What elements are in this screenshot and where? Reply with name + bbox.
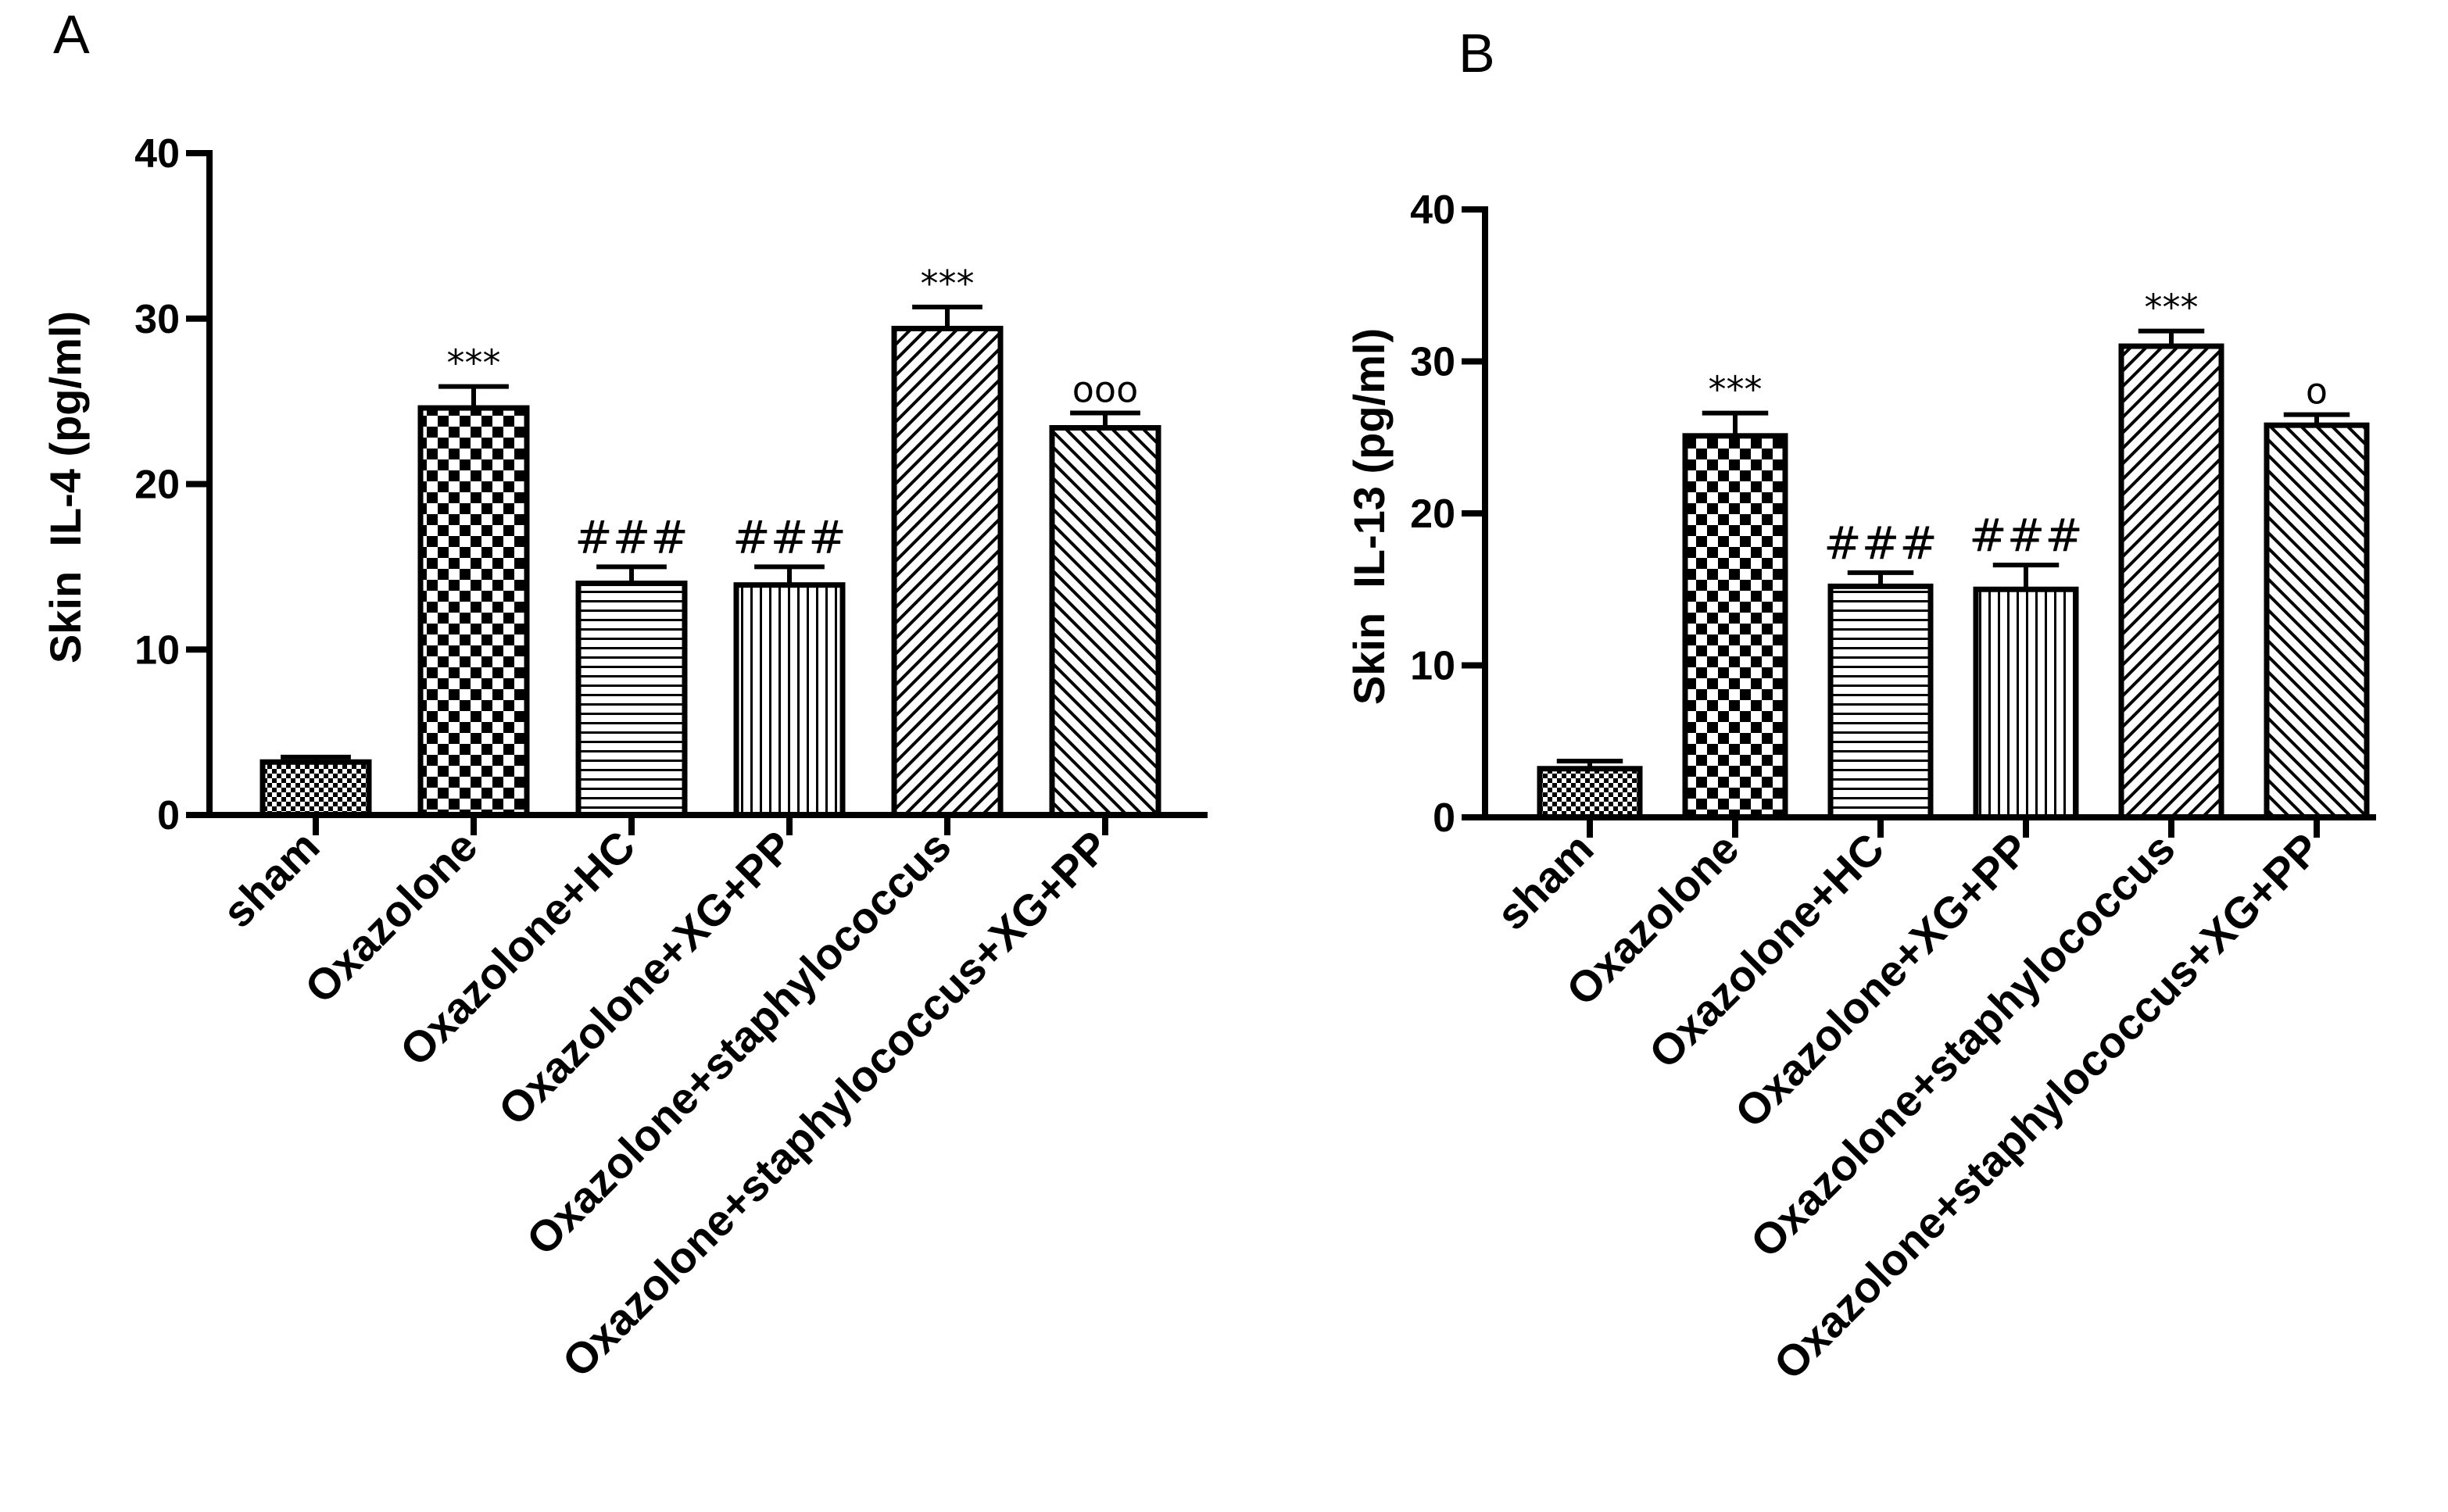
bar-b-oxazolone: [1682, 433, 1788, 820]
bar-a-oxazolone-xg-pp: [733, 582, 846, 818]
y-tick-label-a-1: 10: [134, 627, 180, 673]
category-label-a-oxazolone-staphylococcus-xg-pp: Oxazolone+staphylococcus+XG+PP: [553, 821, 1118, 1386]
bar-a-oxazolone-staphylococcus-xg-pp: [1049, 425, 1161, 818]
category-label-a-oxazolone-xg-pp: Oxazolone+XG+PP: [489, 821, 802, 1135]
y-tick-label-b-2: 20: [1410, 491, 1455, 537]
panel-letter-b: B: [1458, 23, 1495, 84]
y-tick-label-a-4: 40: [134, 131, 180, 177]
significance-label-a-oxazolone-staphylococcus: ***: [921, 263, 975, 305]
significance-label-b-oxazolone-xg-pp: ###: [1969, 509, 2083, 562]
bar-b-sham: [1537, 766, 1643, 820]
significance-label-a-oxazolone-xg-pp: ###: [732, 510, 846, 563]
y-tick-label-b-3: 30: [1410, 340, 1455, 385]
significance-label-a-oxazolone-hc: ###: [574, 510, 689, 563]
bar-a-sham: [259, 759, 372, 818]
y-tick-label-b-0: 0: [1433, 795, 1455, 841]
significance-label-b-oxazolone-hc: ###: [1823, 517, 1938, 570]
bar-b-oxazolone-hc: [1827, 583, 1934, 820]
significance-label-b-oxazolone-staphylococcus-xg-pp: o: [2306, 370, 2328, 413]
category-label-b-oxazolone-staphylococcus-xg-pp: Oxazolone+staphylococcus+XG+PP: [1764, 824, 2329, 1389]
bar-b-oxazolone-xg-pp: [1973, 586, 2079, 820]
significance-label-a-oxazolone: ***: [447, 342, 501, 384]
y-tick-label-b-1: 10: [1410, 644, 1455, 689]
category-label-a-sham: sham: [213, 821, 328, 937]
y-tick-label-a-2: 20: [134, 463, 180, 508]
y-tick-label-b-4: 40: [1410, 188, 1455, 233]
y-tick-label-a-0: 0: [157, 793, 180, 838]
y-axis-title-a: Skin IL-4 (pg/ml): [41, 311, 90, 663]
significance-label-b-oxazolone-staphylococcus: ***: [2145, 287, 2199, 329]
bar-a-oxazolone: [417, 405, 530, 818]
panel-letter-a: A: [53, 4, 90, 65]
y-axis-title-b: Skin IL-13 (pg/ml): [1344, 328, 1394, 705]
y-tick-label-a-3: 30: [134, 297, 180, 342]
panel-a-il4-chart: ***### ###***ooo010203040shamOxazoloneOxa…: [41, 131, 1208, 1386]
bar-a-oxazolone-staphylococcus: [891, 325, 1004, 818]
bar-b-oxazolone-staphylococcus: [2118, 343, 2224, 820]
bar-a-oxazolone-hc: [575, 581, 688, 818]
bar-b-oxazolone-staphylococcus-xg-pp: [2264, 422, 2370, 820]
panel-b-il13-chart: ***### ###***o010203040shamOxazoloneOxazo…: [1344, 188, 2376, 1389]
significance-label-a-oxazolone-staphylococcus-xg-pp: ooo: [1072, 368, 1138, 410]
category-label-b-sham: sham: [1487, 824, 1602, 939]
significance-label-b-oxazolone: ***: [1709, 369, 1763, 411]
